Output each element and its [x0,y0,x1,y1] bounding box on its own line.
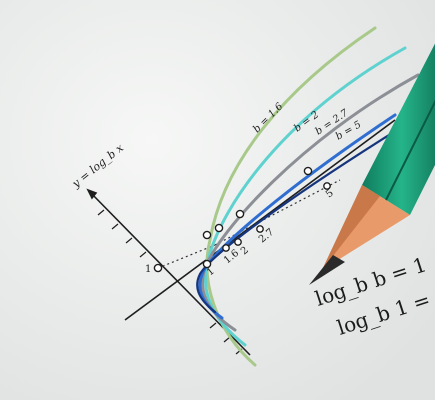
point-x16 [222,244,230,252]
point-x2 [234,238,242,246]
point-x5 [323,182,331,190]
point-x27 [256,225,264,233]
dotted-guide-2 [214,179,341,246]
pencil-wood-shade [322,185,380,270]
y-axis-arrow [86,188,98,200]
pencil-facet [385,99,435,201]
x-tick-2: 2 [239,245,251,258]
pencil-icon [309,43,435,285]
pencil-body [362,43,435,215]
point-y1 [153,263,163,273]
curve-b-5 [198,113,397,320]
point-5 [303,166,313,176]
point-27 [235,209,245,219]
point-2 [214,223,224,233]
dotted-guide [157,244,216,269]
x-axis [124,119,396,321]
curve-b-5-dark [196,123,407,314]
curve-b-2-7 [201,73,420,332]
pencil-lead [309,255,345,285]
log-curves [196,26,420,367]
point-1 [202,259,212,269]
pencil-wood-tip [322,185,410,270]
point-16 [202,230,212,240]
x-tick-1: 1 [205,266,217,279]
y-tick-1: 1 [145,264,151,275]
marked-points [153,166,331,273]
x-tick-5: 5 [324,188,336,201]
